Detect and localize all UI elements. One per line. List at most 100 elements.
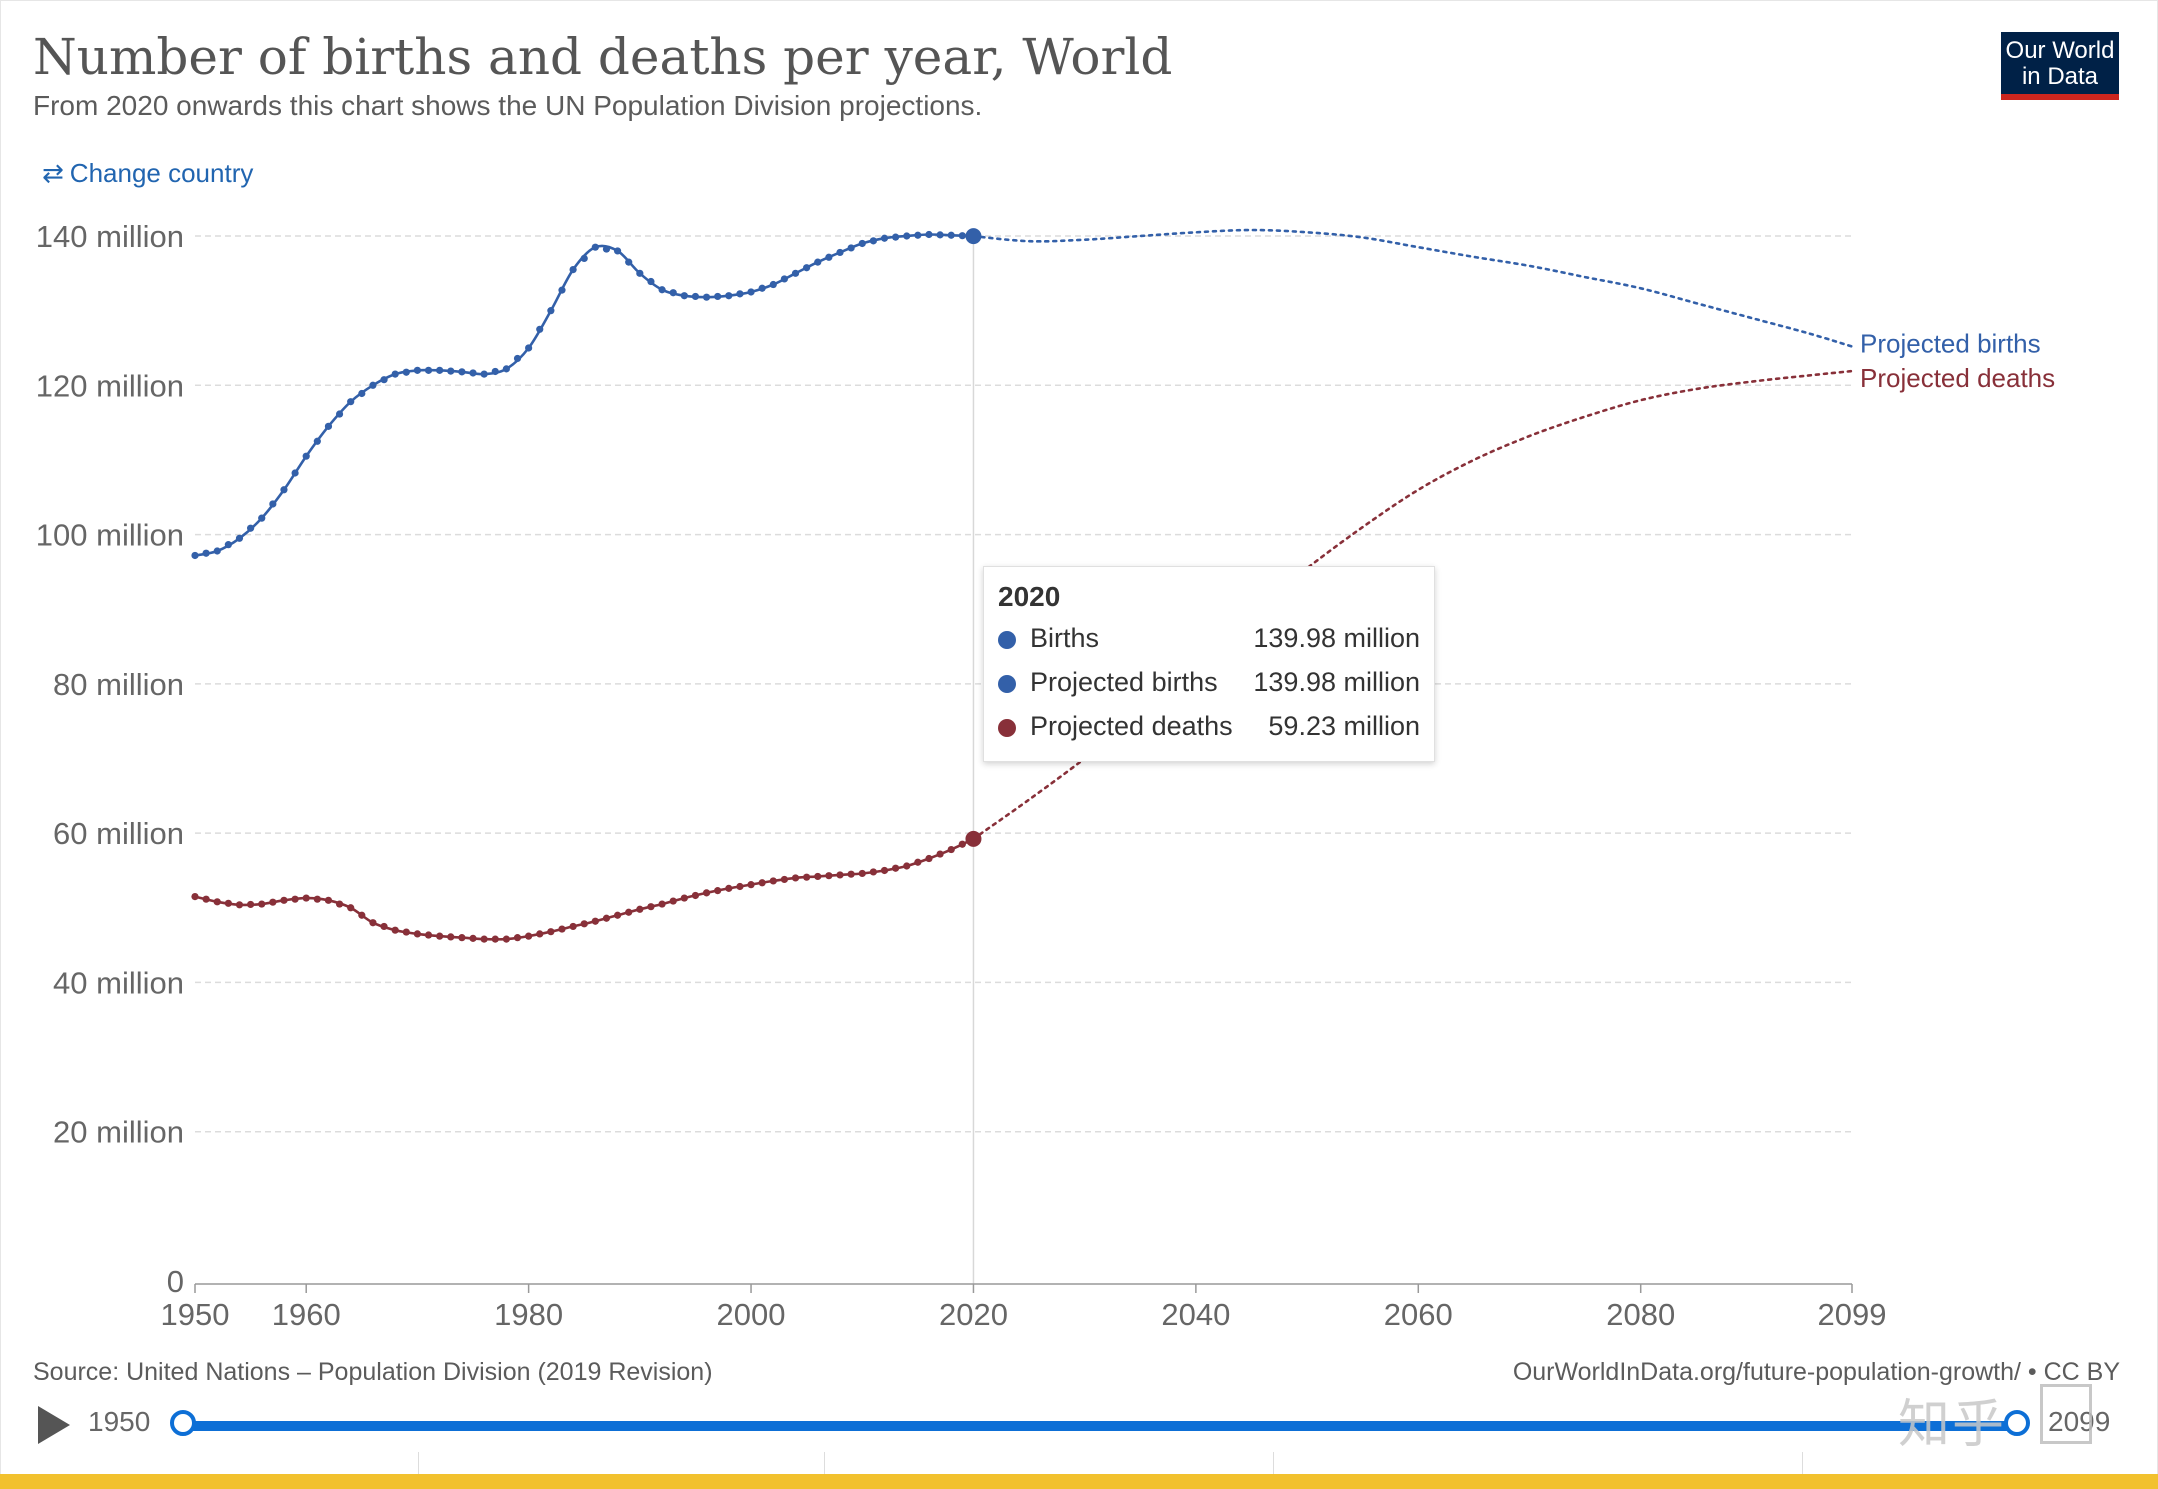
births-point (391, 370, 399, 378)
births-point (836, 248, 844, 257)
births-point (213, 547, 221, 555)
deaths-point (892, 864, 900, 872)
chart-subtitle: From 2020 onwards this chart shows the U… (33, 90, 983, 121)
logo-line-2: in Data (2021, 63, 2099, 90)
deaths-point (569, 922, 577, 931)
deaths-point (858, 869, 866, 878)
births-point (369, 381, 377, 389)
timeline-start-handle[interactable] (170, 1410, 196, 1436)
deaths-point (647, 903, 655, 911)
deaths-point (613, 911, 622, 919)
tab-divider (824, 1452, 825, 1474)
births-point (447, 367, 455, 375)
births-point (947, 231, 955, 239)
births-point (513, 354, 522, 363)
end-label-projected-births: Projected births (1860, 328, 2041, 358)
births-point (747, 288, 755, 296)
projected-births-legend-dot (998, 675, 1016, 693)
deaths-point (691, 891, 700, 900)
births-point (803, 264, 811, 272)
deaths-point (291, 895, 299, 903)
deaths-point (247, 900, 255, 909)
deaths-point (558, 925, 566, 933)
births-highlight-point (965, 228, 982, 245)
births-point (302, 452, 310, 460)
births-point (502, 365, 510, 373)
deaths-point (536, 930, 544, 938)
deaths-point (469, 934, 477, 942)
deaths-point (769, 877, 777, 885)
timeline-track[interactable] (183, 1421, 2017, 1431)
gridlines (195, 235, 1852, 1284)
source-note: Source: United Nations – Population Divi… (33, 1358, 713, 1386)
tooltip-row-name: Projected deaths (1030, 711, 1233, 741)
births-point (280, 486, 288, 494)
deaths-point (936, 850, 944, 858)
source-url-link[interactable]: OurWorldInData.org/future-population-gro… (1512, 1358, 2120, 1386)
deaths-point (736, 882, 744, 891)
deaths-point (702, 889, 711, 897)
series-layer (191, 228, 1854, 943)
births-point (436, 366, 444, 374)
chart-title: Number of births and deaths per year, Wo… (33, 28, 1173, 86)
deaths-point (191, 892, 199, 901)
births-point (814, 258, 822, 266)
timeline-end-handle[interactable] (2004, 1410, 2030, 1436)
deaths-point (258, 900, 266, 908)
births-point (536, 325, 544, 333)
deaths-point (358, 911, 366, 919)
tooltip-row-name: Births (1030, 623, 1100, 653)
births-point (647, 277, 655, 286)
births-point (880, 234, 889, 242)
deaths-point (758, 879, 766, 887)
deaths-point (424, 931, 433, 939)
deaths-point (202, 895, 210, 903)
births-point (269, 500, 277, 508)
deaths-point (413, 930, 422, 938)
play-icon[interactable] (38, 1406, 70, 1444)
x-tick-label: 2020 (939, 1297, 1008, 1332)
births-point (313, 437, 321, 445)
births-point (791, 269, 800, 277)
series-end-labels: Projected births Projected deaths (1860, 328, 2055, 393)
swap-arrows-icon: ⇄ (42, 158, 64, 188)
deaths-point (836, 871, 844, 879)
watermark-box (2040, 1384, 2092, 1444)
births-point (758, 284, 766, 292)
owid-logo[interactable]: Our World in Data (2001, 32, 2119, 100)
births-point (669, 289, 677, 297)
deaths-point (547, 928, 555, 936)
tooltip-year: 2020 (998, 581, 1061, 612)
deaths-point (714, 887, 722, 895)
logo-line-1: Our World (2005, 37, 2115, 64)
births-point (925, 230, 933, 239)
births-point (903, 232, 911, 240)
deaths-point (458, 934, 466, 942)
tooltip-row-value: 139.98 million (1253, 667, 1420, 697)
y-tick-label: 0 (167, 1264, 184, 1299)
births-point (580, 254, 588, 262)
deaths-point (224, 899, 232, 907)
y-tick-label: 60 million (53, 816, 184, 851)
deaths-point (213, 898, 221, 906)
deaths-point (491, 935, 499, 943)
x-tick-label: 2040 (1161, 1297, 1230, 1332)
x-tick-label: 2099 (1818, 1297, 1887, 1332)
line-chart[interactable]: 0 20 million 40 million 60 million 80 millio… (0, 0, 2158, 1360)
timeline-slider[interactable]: 1950 2099 (0, 1398, 2158, 1450)
series-projected-births (972, 228, 1854, 348)
deaths-point (391, 926, 399, 934)
births-point (702, 293, 711, 301)
tab-divider (1802, 1452, 1803, 1474)
series-births (191, 230, 978, 560)
change-country-button[interactable]: ⇄ Change country (42, 158, 253, 189)
deaths-point (914, 858, 922, 866)
births-point (825, 253, 833, 261)
deaths-point (814, 872, 822, 881)
x-tick-label: 2060 (1384, 1297, 1453, 1332)
tooltip-row-value: 59.23 million (1268, 711, 1420, 741)
deaths-point (380, 922, 388, 931)
timeline-start-label: 1950 (88, 1406, 151, 1437)
timeline-end-label: 2099 (2048, 1406, 2111, 1437)
births-point (402, 368, 410, 376)
